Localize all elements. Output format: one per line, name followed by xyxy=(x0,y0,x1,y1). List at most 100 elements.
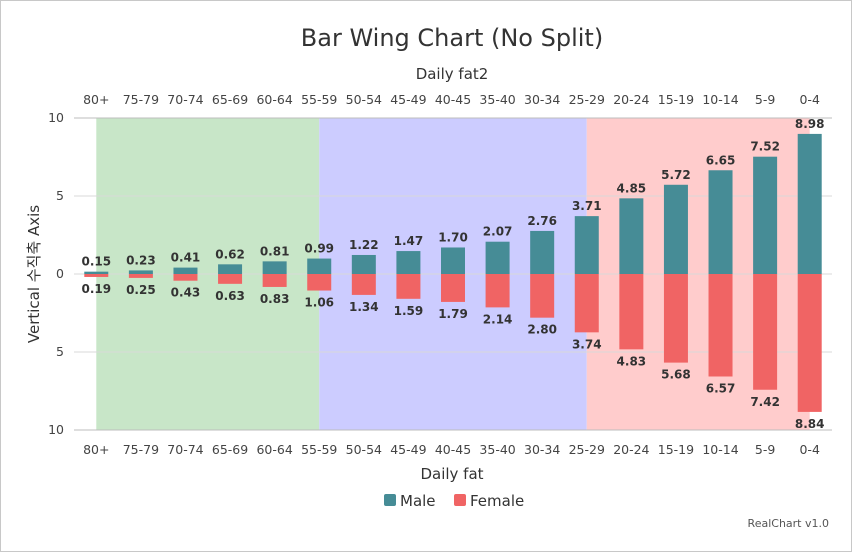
x-tick-10-14: 10-14 xyxy=(702,442,738,457)
bar-male-80+ xyxy=(84,271,109,274)
bar-female-40-45 xyxy=(441,274,465,302)
x-tick-30-34: 30-34 xyxy=(524,442,560,457)
x2-tick-35-40: 35-40 xyxy=(479,92,515,107)
data-label-male-5-9: 7.52 xyxy=(750,140,780,154)
bar-male-20-24 xyxy=(619,198,644,274)
bar-female-60-64 xyxy=(262,274,287,287)
x2-tick-20-24: 20-24 xyxy=(613,92,649,107)
x-tick-40-45: 40-45 xyxy=(435,442,471,457)
x-tick-70-74: 70-74 xyxy=(167,442,203,457)
bar-female-30-34 xyxy=(530,274,555,318)
bar-male-65-69 xyxy=(218,264,243,274)
x2-tick-75-79: 75-79 xyxy=(123,92,159,107)
legend-item-male[interactable]: Male xyxy=(384,492,436,510)
bars xyxy=(84,133,822,412)
y-tick-0: 10 xyxy=(48,110,64,125)
legend-swatch-female xyxy=(454,494,466,506)
data-label-female-25-29: 3.74 xyxy=(572,337,602,351)
data-label-male-15-19: 5.72 xyxy=(661,168,691,182)
x-tick-75-79: 75-79 xyxy=(123,442,159,457)
data-label-female-70-74: 0.43 xyxy=(171,286,201,300)
bar-female-80+ xyxy=(84,274,109,277)
y-axis-title: Vertical 수직축 Axis xyxy=(25,205,43,343)
y-tick-2: 0 xyxy=(56,266,64,281)
y-tick-4: 10 xyxy=(48,422,64,437)
x2-tick-50-54: 50-54 xyxy=(346,92,382,107)
data-label-male-65-69: 0.62 xyxy=(215,247,245,261)
data-label-male-30-34: 2.76 xyxy=(527,214,557,228)
y-tick-3: 5 xyxy=(56,344,64,359)
bar-female-5-9 xyxy=(753,274,778,390)
x-tick-55-59: 55-59 xyxy=(301,442,337,457)
data-label-male-50-54: 1.22 xyxy=(349,238,379,252)
x-axis-title: Daily fat xyxy=(420,465,483,483)
legend-label-male: Male xyxy=(400,492,436,510)
x-tick-5-9: 5-9 xyxy=(755,442,775,457)
x-tick-80+: 80+ xyxy=(83,442,109,457)
bar-male-30-34 xyxy=(530,230,555,274)
data-label-female-40-45: 1.79 xyxy=(438,307,468,321)
data-label-male-35-40: 2.07 xyxy=(483,225,513,239)
data-label-female-65-69: 0.63 xyxy=(215,289,245,303)
bar-male-10-14 xyxy=(708,170,733,274)
x-tick-25-29: 25-29 xyxy=(569,442,605,457)
bar-female-10-14 xyxy=(708,274,733,377)
legend: Male Female xyxy=(384,492,524,510)
data-label-female-0-4: 8.84 xyxy=(795,417,825,431)
legend-item-female[interactable]: Female xyxy=(454,492,524,510)
x-tick-65-69: 65-69 xyxy=(212,442,248,457)
x2-tick-70-74: 70-74 xyxy=(167,92,203,107)
y-tick-1: 5 xyxy=(56,188,64,203)
data-labels: 0.15 0.19 0.23 0.25 0.41 0.43 0.62 0.63 0.81 0.83… xyxy=(81,117,824,431)
data-label-female-55-59: 1.06 xyxy=(304,296,334,310)
x2-tick-0-4: 0-4 xyxy=(799,92,819,107)
data-label-female-75-79: 0.25 xyxy=(126,283,156,297)
bar-male-5-9 xyxy=(753,156,778,274)
bar-female-65-69 xyxy=(218,274,243,284)
data-label-female-80+: 0.19 xyxy=(81,282,111,296)
data-label-male-60-64: 0.81 xyxy=(260,244,290,258)
credit-label: RealChart v1.0 xyxy=(748,517,829,530)
x2-tick-30-34: 30-34 xyxy=(524,92,560,107)
x2-tick-60-64: 60-64 xyxy=(256,92,292,107)
bar-female-70-74 xyxy=(173,274,198,281)
data-label-male-40-45: 1.70 xyxy=(438,230,468,244)
legend-label-female: Female xyxy=(470,492,524,510)
x2-tick-15-19: 15-19 xyxy=(658,92,694,107)
x2-axis-title: Daily fat2 xyxy=(416,65,489,83)
bar-female-50-54 xyxy=(351,274,376,295)
x2-tick-10-14: 10-14 xyxy=(702,92,738,107)
legend-swatch-male xyxy=(384,494,396,506)
data-label-female-50-54: 1.34 xyxy=(349,300,379,314)
data-label-female-60-64: 0.83 xyxy=(260,292,290,306)
x2-tick-65-69: 65-69 xyxy=(212,92,248,107)
chart-title: Bar Wing Chart (No Split) xyxy=(301,24,603,52)
bar-female-75-79 xyxy=(128,274,153,278)
data-label-female-10-14: 6.57 xyxy=(706,381,736,395)
x2-tick-55-59: 55-59 xyxy=(301,92,337,107)
data-label-male-20-24: 4.85 xyxy=(617,181,647,195)
x-tick-15-19: 15-19 xyxy=(658,442,694,457)
bar-female-35-40 xyxy=(485,274,510,308)
x2-tick-45-49: 45-49 xyxy=(390,92,426,107)
data-label-female-35-40: 2.14 xyxy=(483,312,513,326)
x2-tick-40-45: 40-45 xyxy=(435,92,471,107)
bar-male-70-74 xyxy=(173,267,198,274)
x2-tick-80+: 80+ xyxy=(83,92,109,107)
bar-male-75-79 xyxy=(128,270,153,274)
x-tick-0-4: 0-4 xyxy=(799,442,819,457)
bar-male-35-40 xyxy=(485,241,510,274)
data-label-male-10-14: 6.65 xyxy=(706,153,736,167)
bar-female-20-24 xyxy=(619,274,644,350)
data-label-male-55-59: 0.99 xyxy=(304,242,334,256)
data-label-female-20-24: 4.83 xyxy=(617,354,647,368)
bar-male-0-4 xyxy=(797,133,822,274)
x-tick-50-54: 50-54 xyxy=(346,442,382,457)
data-label-female-15-19: 5.68 xyxy=(661,368,691,382)
x-tick-20-24: 20-24 xyxy=(613,442,649,457)
bar-female-45-49 xyxy=(396,274,421,299)
x-tick-60-64: 60-64 xyxy=(256,442,292,457)
data-label-male-80+: 0.15 xyxy=(81,255,111,269)
bar-female-25-29 xyxy=(574,274,599,333)
